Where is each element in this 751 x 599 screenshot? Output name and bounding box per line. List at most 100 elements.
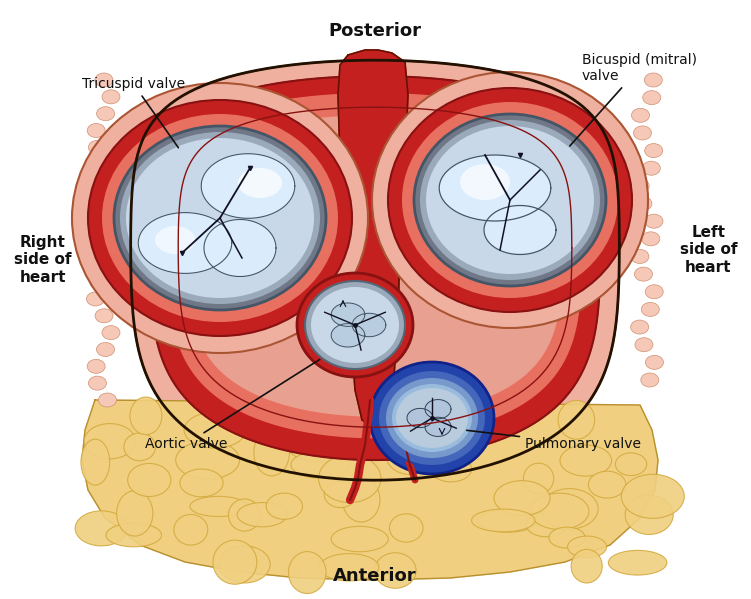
Ellipse shape	[93, 191, 111, 205]
Polygon shape	[425, 400, 451, 419]
Ellipse shape	[631, 249, 649, 264]
Ellipse shape	[632, 108, 650, 122]
Ellipse shape	[644, 73, 662, 87]
Polygon shape	[204, 219, 276, 277]
Polygon shape	[149, 76, 601, 460]
Ellipse shape	[319, 553, 379, 581]
Ellipse shape	[84, 423, 136, 459]
Ellipse shape	[621, 474, 684, 518]
Ellipse shape	[89, 275, 107, 289]
Polygon shape	[338, 50, 408, 428]
Ellipse shape	[254, 429, 289, 476]
Ellipse shape	[549, 527, 585, 548]
Ellipse shape	[98, 157, 116, 171]
Ellipse shape	[287, 428, 351, 462]
Ellipse shape	[645, 214, 663, 228]
Ellipse shape	[494, 480, 550, 516]
Ellipse shape	[120, 132, 320, 304]
Text: Posterior: Posterior	[328, 22, 421, 40]
Ellipse shape	[434, 399, 472, 425]
Ellipse shape	[213, 540, 257, 584]
Ellipse shape	[388, 88, 632, 312]
Ellipse shape	[478, 510, 538, 533]
Ellipse shape	[184, 412, 246, 448]
Ellipse shape	[238, 168, 282, 198]
Ellipse shape	[644, 144, 662, 158]
Ellipse shape	[87, 123, 105, 138]
Ellipse shape	[305, 281, 405, 369]
Ellipse shape	[396, 388, 468, 448]
Ellipse shape	[266, 493, 303, 519]
Ellipse shape	[631, 320, 649, 334]
Text: Tricuspid valve: Tricuspid valve	[82, 77, 185, 148]
Ellipse shape	[155, 226, 195, 254]
Ellipse shape	[318, 455, 381, 503]
Ellipse shape	[102, 114, 338, 322]
Ellipse shape	[95, 73, 113, 87]
Ellipse shape	[615, 453, 647, 476]
Ellipse shape	[645, 285, 663, 299]
Polygon shape	[188, 116, 562, 416]
Ellipse shape	[180, 469, 223, 497]
Ellipse shape	[385, 429, 434, 474]
Ellipse shape	[631, 179, 649, 193]
Ellipse shape	[102, 90, 120, 104]
Ellipse shape	[635, 338, 653, 352]
Ellipse shape	[88, 100, 352, 336]
Ellipse shape	[87, 359, 105, 373]
Ellipse shape	[414, 114, 606, 286]
Text: Bicuspid (mitral)
valve: Bicuspid (mitral) valve	[570, 53, 697, 146]
Ellipse shape	[130, 397, 162, 435]
Ellipse shape	[375, 553, 416, 588]
Polygon shape	[201, 154, 295, 218]
Ellipse shape	[625, 495, 673, 534]
Ellipse shape	[378, 370, 486, 466]
Ellipse shape	[81, 439, 110, 485]
Ellipse shape	[128, 464, 171, 497]
Ellipse shape	[641, 302, 659, 316]
Ellipse shape	[634, 126, 651, 140]
Ellipse shape	[86, 208, 104, 222]
Ellipse shape	[342, 477, 380, 522]
Ellipse shape	[228, 499, 261, 531]
Text: Left
side of
heart: Left side of heart	[680, 225, 737, 275]
Ellipse shape	[291, 451, 350, 478]
Ellipse shape	[392, 384, 472, 452]
Ellipse shape	[219, 546, 270, 583]
Ellipse shape	[174, 515, 208, 545]
Ellipse shape	[472, 509, 535, 532]
Ellipse shape	[634, 196, 652, 210]
Ellipse shape	[588, 471, 626, 498]
Ellipse shape	[642, 161, 660, 176]
Ellipse shape	[530, 493, 589, 530]
Ellipse shape	[345, 416, 406, 460]
Ellipse shape	[560, 445, 611, 476]
Text: Anterior: Anterior	[333, 567, 417, 585]
Polygon shape	[138, 213, 232, 273]
Ellipse shape	[642, 232, 660, 246]
Ellipse shape	[472, 401, 508, 429]
Text: Pulmonary valve: Pulmonary valve	[467, 430, 641, 451]
Ellipse shape	[288, 552, 326, 594]
Polygon shape	[331, 303, 365, 326]
Ellipse shape	[371, 395, 435, 438]
Ellipse shape	[101, 241, 119, 255]
Ellipse shape	[89, 376, 107, 390]
Ellipse shape	[75, 511, 128, 546]
Ellipse shape	[331, 527, 388, 552]
Ellipse shape	[645, 355, 663, 370]
Ellipse shape	[190, 497, 247, 516]
Ellipse shape	[568, 536, 607, 558]
Ellipse shape	[460, 164, 510, 200]
Ellipse shape	[541, 489, 598, 529]
Ellipse shape	[98, 393, 116, 407]
Ellipse shape	[114, 126, 326, 310]
Polygon shape	[407, 409, 433, 428]
Ellipse shape	[523, 463, 553, 494]
Ellipse shape	[72, 83, 368, 353]
Ellipse shape	[124, 433, 155, 461]
Ellipse shape	[370, 362, 494, 474]
Polygon shape	[168, 93, 581, 438]
Ellipse shape	[526, 512, 566, 537]
Ellipse shape	[558, 401, 595, 439]
